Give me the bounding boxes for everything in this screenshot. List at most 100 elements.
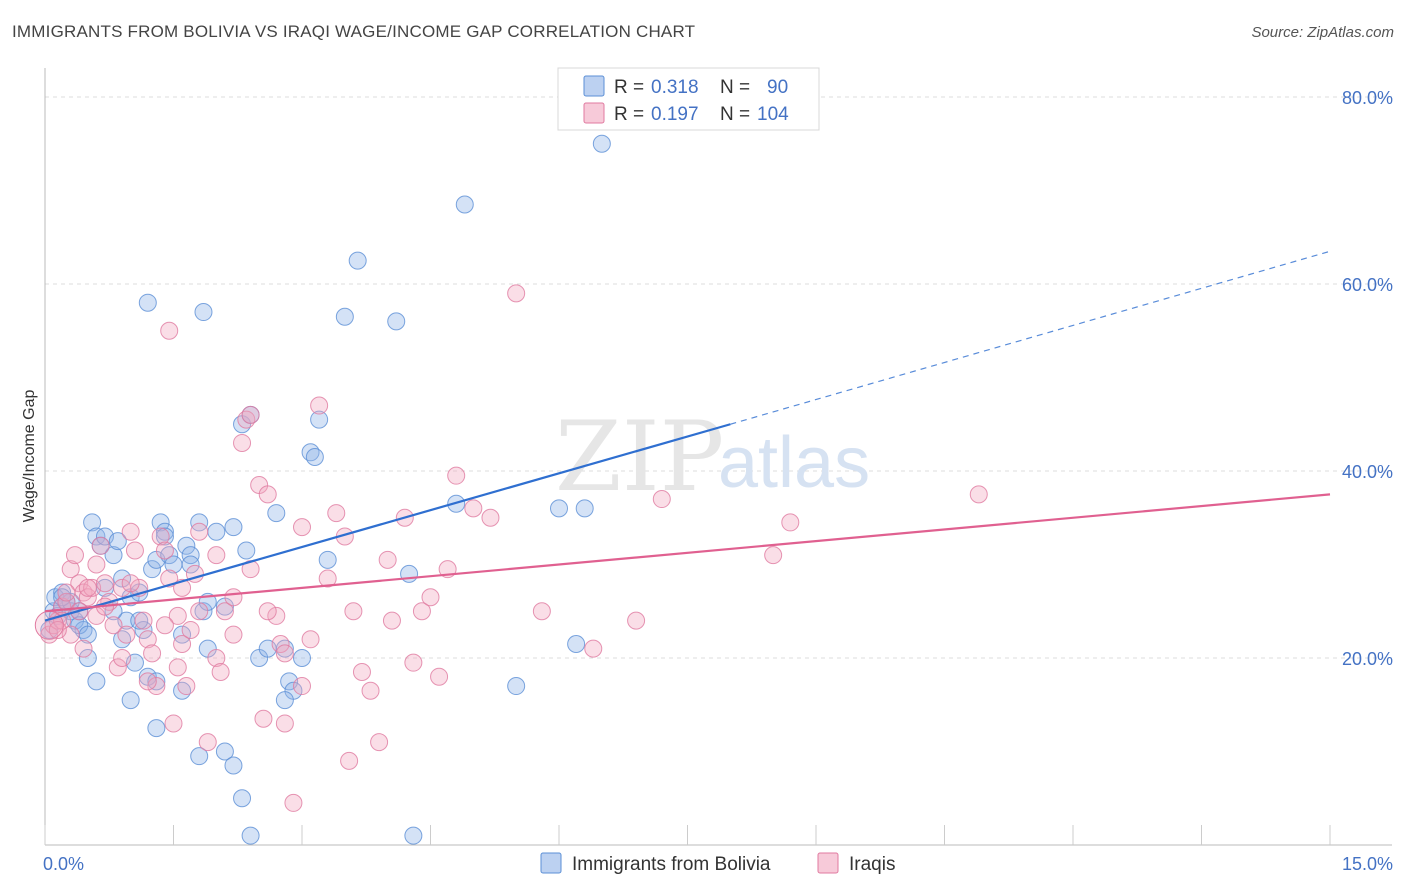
point-series-1-18 [117, 625, 136, 644]
point-series-1-91 [207, 546, 226, 565]
point-series-1-94 [258, 602, 277, 621]
point-series-1-12 [91, 536, 110, 555]
point-series-1-64 [464, 499, 483, 518]
point-series-1-36 [198, 733, 217, 752]
point-series-1-24 [143, 644, 162, 663]
watermark-atlas: atlas [718, 423, 870, 503]
point-series-0-35 [194, 602, 213, 621]
point-series-0-69 [87, 672, 106, 691]
point-series-1-51 [301, 630, 320, 649]
point-series-1-53 [327, 504, 346, 523]
point-series-1-63 [447, 466, 466, 485]
point-series-1-59 [382, 611, 401, 630]
point-series-0-61 [575, 499, 594, 518]
point-series-1-74 [421, 588, 440, 607]
legend-n-value-iraqis: 104 [757, 104, 789, 125]
point-series-0-73 [215, 742, 234, 761]
y-tick-label-2: 60.0% [1342, 275, 1393, 295]
point-series-0-59 [455, 195, 474, 214]
point-series-1-9 [78, 588, 97, 607]
point-series-0-31 [173, 625, 192, 644]
point-series-1-19 [121, 522, 140, 541]
point-series-1-58 [378, 550, 397, 569]
point-series-1-82 [78, 578, 97, 597]
point-series-0-75 [233, 789, 252, 808]
y-tick-labels: 20.0% 40.0% 60.0% 80.0% [1342, 88, 1393, 669]
point-series-0-60 [550, 499, 568, 518]
grid-lines [45, 96, 1392, 659]
point-series-1-95 [275, 644, 294, 663]
point-series-1-49 [284, 793, 303, 812]
point-series-1-71 [764, 546, 783, 565]
point-series-1-45 [258, 485, 277, 504]
x-tick-label-0: 0.0% [43, 854, 84, 874]
legend-n-value-bolivia: 90 [767, 77, 788, 98]
series-1-points [40, 284, 988, 812]
point-series-0-83 [181, 555, 200, 574]
source-label: Source: ZipAtlas.com [1251, 24, 1394, 41]
point-series-0-71 [147, 719, 166, 738]
point-series-1-55 [344, 602, 363, 621]
point-series-1-100 [74, 639, 93, 658]
chart-title: IMMIGRANTS FROM BOLIVIA VS IRAQI WAGE/IN… [12, 22, 696, 41]
legend-r-value-bolivia: 0.318 [651, 77, 699, 98]
point-series-1-90 [190, 522, 209, 541]
point-series-1-96 [293, 677, 311, 696]
point-series-0-56 [387, 312, 406, 331]
point-series-1-67 [532, 602, 551, 621]
point-series-1-88 [155, 616, 174, 635]
point-series-1-38 [211, 663, 230, 682]
point-series-1-86 [121, 574, 140, 593]
point-series-0-39 [224, 518, 243, 537]
point-series-0-52 [310, 410, 329, 429]
point-series-0-23 [134, 620, 153, 639]
point-series-1-16 [108, 658, 127, 677]
point-series-1-57 [361, 681, 380, 700]
point-series-1-48 [275, 714, 294, 733]
point-series-0-74 [224, 756, 243, 775]
point-series-1-98 [404, 653, 423, 672]
point-series-0-33 [181, 546, 200, 565]
point-series-1-39 [215, 602, 234, 621]
point-series-1-78 [160, 321, 179, 340]
point-series-0-53 [318, 550, 337, 569]
bottom-legend-swatch-iraqis [817, 852, 839, 874]
y-tick-label-1: 40.0% [1342, 462, 1393, 482]
point-series-1-85 [113, 649, 132, 667]
point-series-1-65 [481, 508, 500, 527]
y-axis-label: Wage/Income Gap [21, 390, 38, 523]
point-series-1-15 [104, 616, 123, 635]
point-series-1-29 [164, 714, 183, 733]
point-series-1-37 [207, 649, 226, 667]
point-series-1-40 [224, 588, 243, 607]
point-series-0-45 [267, 504, 286, 523]
point-series-1-31 [173, 634, 192, 653]
series-0-points [40, 134, 611, 845]
point-series-1-30 [168, 606, 187, 625]
y-tick-label-3: 80.0% [1342, 88, 1393, 108]
point-series-1-87 [138, 672, 157, 691]
point-series-0-85 [130, 611, 149, 630]
point-series-1-102 [48, 620, 67, 639]
x-tick-label-1: 15.0% [1342, 854, 1393, 874]
point-series-0-63 [138, 293, 157, 312]
point-series-1-43 [241, 405, 260, 424]
point-series-1-26 [151, 527, 170, 546]
data-points [34, 134, 988, 845]
bottom-legend-label-bolivia: Immigrants from Bolivia [572, 854, 771, 875]
point-series-0-18 [113, 569, 132, 588]
top-legend: R = 0.318 N = 90 R = 0.197 N = 104 [557, 67, 820, 131]
point-series-0-27 [151, 513, 170, 532]
trend-extension-series-0 [730, 250, 1331, 425]
trend-line-series-1 [44, 493, 1331, 613]
point-series-0-16 [104, 546, 123, 565]
point-series-1-50 [293, 518, 311, 537]
bottom-legend: Immigrants from Bolivia Iraqis [540, 852, 895, 875]
point-series-1-97 [318, 569, 337, 588]
point-series-1-77 [254, 709, 273, 728]
legend-r-label-iraqis: R = [614, 104, 644, 125]
trend-lines [44, 250, 1331, 622]
point-series-1-72 [781, 513, 800, 532]
y-tick-label-0: 20.0% [1342, 649, 1393, 669]
